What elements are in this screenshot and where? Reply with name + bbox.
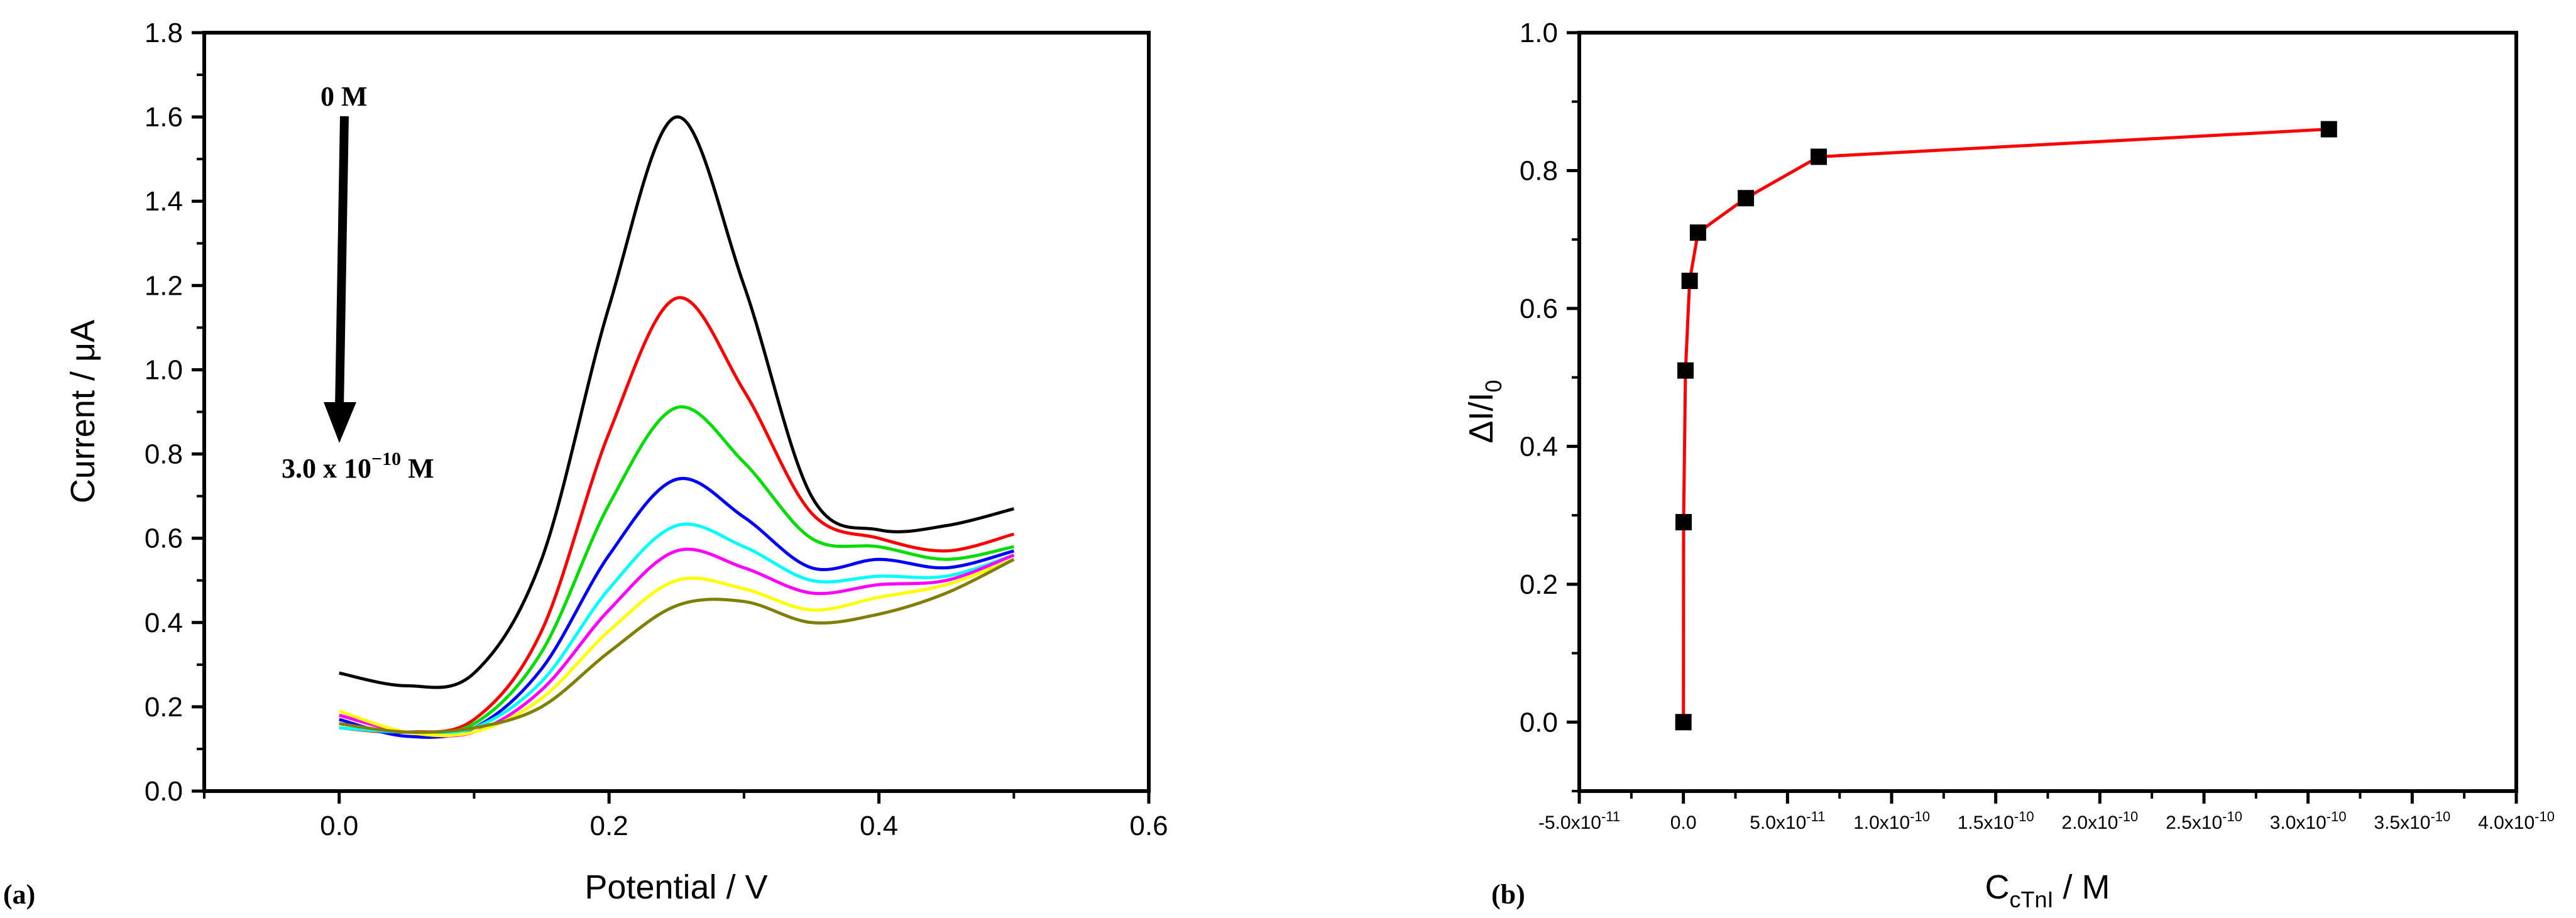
panel-a-x-tick-label: 0.0 [320, 811, 358, 841]
panel-a-series-curve [339, 478, 1014, 737]
concentration-arrow [324, 116, 356, 443]
panel-b-x-tick-mantissa: 0.0 [1670, 812, 1697, 833]
panel-b-data-point [1675, 714, 1692, 730]
panel-b-data-point [1738, 190, 1754, 206]
panel-b-x-tick-label: 2.0x10-10 [2061, 809, 2138, 833]
panel-a-series-curve [339, 298, 1014, 733]
panel-b-y-tick-label: 0.8 [1520, 155, 1558, 186]
panel-a-y-tick-label: 1.8 [145, 18, 183, 48]
concentration-arrow-shaft [339, 116, 344, 408]
panel-a-y-tick-label: 1.4 [145, 186, 183, 217]
panel-a-y-tick-label: 1.6 [145, 102, 183, 133]
panel-a-y-tick-label: 0.8 [145, 439, 183, 470]
panel-a-label: (a) [3, 879, 35, 910]
panel-b-x-axis-label-sub: cTnI [2009, 887, 2053, 912]
panel-b-x-axis: -5.0x10-11 0.0 5.0x10-11 1.0x10-10 1.5x10-10… [1538, 791, 2555, 833]
panel-b-x-tick-mantissa: -5.0x10 [1538, 812, 1601, 833]
annotation-top: 0 M [321, 81, 368, 112]
panel-b-y-tick-label: 0.0 [1520, 707, 1558, 738]
panel-b-x-tick-mantissa: 2.0x10 [2061, 812, 2118, 833]
panel-b-x-tick-mantissa: 1.5x10 [1958, 812, 2014, 833]
panel-a-y-tick-label: 1.0 [145, 354, 183, 385]
panel-b-y-axis-label: ΔI/I0 [1462, 380, 1506, 443]
panel-b-x-tick-label: 2.5x10-10 [2166, 809, 2242, 833]
annotation-bottom-prefix: 3.0 x 10 [282, 453, 371, 484]
panel-b-x-tick-label: 4.0x10-10 [2478, 809, 2555, 833]
panel-b-x-tick-label: 1.0x10-10 [1853, 809, 1930, 833]
concentration-arrow-head [324, 402, 356, 443]
panel-b-chart: -5.0x10-11 0.0 5.0x10-11 1.0x10-10 1.5x10-10… [1462, 18, 2555, 912]
panel-b-x-tick-exponent: -10 [2118, 809, 2138, 824]
panel-b-x-tick-label: -5.0x10-11 [1538, 809, 1620, 833]
panel-a-y-tick-label: 0.2 [145, 692, 183, 723]
panel-b-x-axis-label-suffix: / M [2054, 868, 2110, 906]
panel-b-data-point [1677, 363, 1694, 379]
figure: 0.0 0.2 0.4 0.6 0.0 0.2 0.4 0.6 0.8 1.0 1.2 1.4 1.6… [0, 0, 2576, 918]
panel-a-x-tick-label: 0.2 [590, 811, 628, 841]
panel-b-x-tick-label: 1.5x10-10 [1958, 809, 2034, 833]
panel-b-x-tick-exponent: -10 [2535, 809, 2555, 824]
panel-a-chart: 0.0 0.2 0.4 0.6 0.0 0.2 0.4 0.6 0.8 1.0 1.2 1.4 1.6… [3, 18, 1168, 910]
panel-b-x-tick-mantissa: 2.5x10 [2166, 812, 2222, 833]
panel-a-series-curve [339, 117, 1014, 687]
panel-b-data-point [2321, 121, 2337, 138]
panel-a-y-tick-label: 1.2 [145, 270, 183, 301]
panel-b-x-tick-exponent: -10 [2014, 809, 2034, 824]
panel-b-points-group [1675, 121, 2337, 731]
panel-b-y-tick-label: 0.6 [1520, 293, 1558, 324]
panel-b-x-tick-exponent: -10 [2222, 809, 2242, 824]
panel-b-x-tick-label: 0.0 [1670, 812, 1697, 833]
panel-a-x-tick-label: 0.4 [860, 811, 898, 841]
panel-a-y-tick-label: 0.6 [145, 523, 183, 554]
panel-b-x-axis-label-main: C [1985, 868, 2009, 906]
panel-b-x-tick-exponent: -11 [1806, 809, 1825, 824]
panel-b-y-axis: 0.0 0.2 0.4 0.6 0.8 1.0 [1520, 18, 1579, 791]
panel-a-x-axis: 0.0 0.2 0.4 0.6 [204, 791, 1168, 841]
panel-b-x-tick-mantissa: 1.0x10 [1853, 812, 1910, 833]
panel-a-x-axis-label: Potential / V [584, 868, 767, 906]
panel-b-series-line [1684, 129, 2329, 723]
panel-b-x-tick-exponent: -10 [1910, 809, 1930, 824]
panel-b-data-point [1675, 514, 1692, 530]
panel-a-y-tick-label: 0.4 [145, 608, 183, 638]
panel-a-y-axis: 0.0 0.2 0.4 0.6 0.8 1.0 1.2 1.4 1.6 1.8 [145, 18, 204, 807]
annotation-bottom-exp: −10 [371, 449, 401, 469]
panel-b-y-tick-label: 0.4 [1520, 431, 1558, 462]
panel-b-x-tick-mantissa: 3.0x10 [2270, 812, 2327, 833]
panel-b-x-axis-label: CcTnI / M [1985, 868, 2110, 912]
panel-b-y-axis-label-main: ΔI/I [1462, 392, 1500, 443]
panel-b-x-tick-exponent: -11 [1601, 809, 1620, 824]
panel-b-x-tick-label: 3.5x10-10 [2374, 809, 2450, 833]
panel-b-x-tick-mantissa: 4.0x10 [2478, 812, 2535, 833]
panel-b-x-tick-label: 3.0x10-10 [2270, 809, 2347, 833]
panel-b-x-tick-exponent: -10 [2327, 809, 2347, 824]
panel-b-x-tick-mantissa: 5.0x10 [1750, 812, 1806, 833]
panel-b-data-point [1690, 224, 1706, 241]
panel-b-x-tick-label: 5.0x10-11 [1750, 809, 1825, 833]
panel-b-y-tick-label: 0.2 [1520, 569, 1558, 600]
panel-b-x-tick-mantissa: 3.5x10 [2374, 812, 2430, 833]
panel-a-series-group [339, 117, 1014, 737]
panel-a-series-curve [339, 559, 1014, 732]
panel-b-data-point [1682, 273, 1698, 289]
panel-b-data-point [1811, 149, 1827, 165]
panel-b-plot-frame [1579, 33, 2516, 791]
panel-b-label: (b) [1491, 879, 1525, 910]
annotation-bottom: 3.0 x 10−10 M [282, 449, 434, 484]
panel-a-x-tick-label: 0.6 [1129, 811, 1168, 841]
panel-b-y-tick-label: 1.0 [1520, 18, 1558, 48]
panel-b-x-tick-exponent: -10 [2430, 809, 2450, 824]
panel-a-y-tick-label: 0.0 [145, 776, 183, 807]
panel-a-series-curve [339, 559, 1014, 735]
annotation-bottom-suffix: M [401, 453, 434, 484]
panel-b-y-axis-label-sub: 0 [1481, 380, 1506, 392]
panel-a-series-curve [339, 407, 1014, 733]
panel-a-y-axis-label: Current / μA [64, 320, 102, 503]
